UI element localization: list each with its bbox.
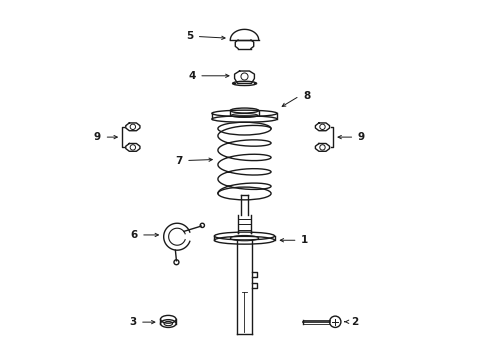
Text: 8: 8 bbox=[303, 91, 309, 101]
Text: 7: 7 bbox=[175, 156, 182, 166]
Text: 1: 1 bbox=[301, 235, 308, 245]
Text: 4: 4 bbox=[188, 71, 195, 81]
Text: 9: 9 bbox=[94, 132, 101, 142]
Text: 3: 3 bbox=[129, 317, 136, 327]
Text: 2: 2 bbox=[350, 317, 357, 327]
Text: 9: 9 bbox=[357, 132, 365, 142]
Text: 6: 6 bbox=[130, 230, 137, 240]
Text: 5: 5 bbox=[185, 31, 193, 41]
